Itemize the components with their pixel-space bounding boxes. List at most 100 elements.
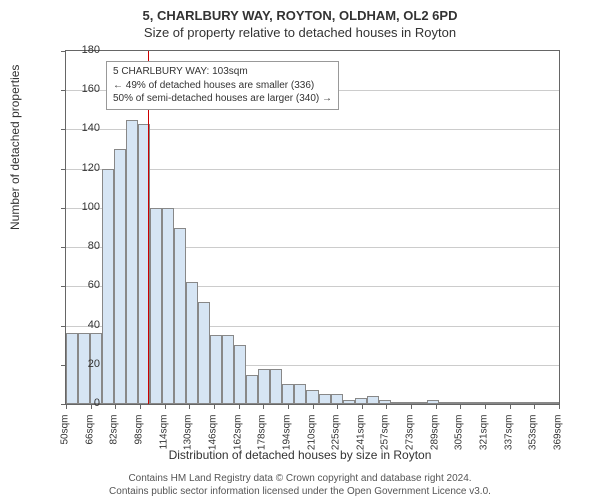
x-tick xyxy=(510,404,511,409)
x-tick-label: 114sqm xyxy=(158,415,169,465)
chart-plot-area: 5 CHARLBURY WAY: 103sqm← 49% of detached… xyxy=(65,50,560,405)
footer-line1: Contains HM Land Registry data © Crown c… xyxy=(0,472,600,485)
y-tick-label: 140 xyxy=(70,122,100,134)
y-tick-label: 120 xyxy=(70,162,100,174)
annotation-line: ← 49% of detached houses are smaller (33… xyxy=(113,79,332,93)
x-tick xyxy=(534,404,535,409)
x-tick xyxy=(485,404,486,409)
y-tick xyxy=(61,326,66,327)
histogram-bar xyxy=(403,402,415,404)
x-tick-label: 50sqm xyxy=(60,415,71,465)
histogram-bar xyxy=(150,208,162,404)
x-tick-label: 162sqm xyxy=(232,415,243,465)
x-tick-label: 257sqm xyxy=(380,415,391,465)
x-tick xyxy=(66,404,67,409)
histogram-bar xyxy=(162,208,174,404)
histogram-bar xyxy=(511,402,523,404)
x-tick-label: 146sqm xyxy=(207,415,218,465)
x-tick xyxy=(313,404,314,409)
histogram-bar xyxy=(343,400,355,404)
x-tick-label: 225sqm xyxy=(331,415,342,465)
y-tick xyxy=(61,169,66,170)
x-tick-label: 369sqm xyxy=(553,415,564,465)
annotation-box: 5 CHARLBURY WAY: 103sqm← 49% of detached… xyxy=(106,61,339,110)
histogram-bar xyxy=(210,335,222,404)
y-tick xyxy=(61,247,66,248)
x-tick xyxy=(165,404,166,409)
x-tick xyxy=(288,404,289,409)
histogram-bar xyxy=(102,169,114,404)
x-tick xyxy=(337,404,338,409)
y-tick xyxy=(61,208,66,209)
x-tick-label: 273sqm xyxy=(405,415,416,465)
x-tick-label: 178sqm xyxy=(257,415,268,465)
x-tick xyxy=(263,404,264,409)
x-tick xyxy=(436,404,437,409)
y-tick-label: 20 xyxy=(70,358,100,370)
x-tick-label: 241sqm xyxy=(355,415,366,465)
histogram-bar xyxy=(294,384,306,404)
histogram-bar xyxy=(270,369,282,404)
histogram-bar xyxy=(282,384,294,404)
chart-subtitle: Size of property relative to detached ho… xyxy=(0,23,600,40)
y-tick-label: 80 xyxy=(70,240,100,252)
histogram-bar xyxy=(174,228,186,405)
histogram-bar xyxy=(246,375,258,404)
histogram-bar xyxy=(427,400,439,404)
x-tick-label: 194sqm xyxy=(281,415,292,465)
y-axis-label: Number of detached properties xyxy=(8,65,22,230)
histogram-bar xyxy=(463,402,475,404)
y-tick-label: 180 xyxy=(70,44,100,56)
y-tick-label: 100 xyxy=(70,201,100,213)
x-tick-label: 82sqm xyxy=(109,415,120,465)
footer-attribution: Contains HM Land Registry data © Crown c… xyxy=(0,472,600,498)
footer-line2: Contains public sector information licen… xyxy=(0,485,600,498)
y-tick-label: 40 xyxy=(70,319,100,331)
histogram-bar xyxy=(222,335,234,404)
x-tick-label: 130sqm xyxy=(183,415,194,465)
y-tick xyxy=(61,51,66,52)
histogram-bar xyxy=(234,345,246,404)
x-tick-label: 321sqm xyxy=(479,415,490,465)
x-tick-label: 353sqm xyxy=(528,415,539,465)
histogram-bar xyxy=(523,402,535,404)
y-tick-label: 160 xyxy=(70,83,100,95)
x-tick-label: 289sqm xyxy=(429,415,440,465)
annotation-line: 50% of semi-detached houses are larger (… xyxy=(113,92,332,106)
y-tick xyxy=(61,286,66,287)
histogram-bar xyxy=(319,394,331,404)
x-tick-label: 98sqm xyxy=(133,415,144,465)
x-tick xyxy=(362,404,363,409)
histogram-bar xyxy=(306,390,318,404)
x-tick xyxy=(559,404,560,409)
x-tick xyxy=(386,404,387,409)
y-tick-label: 60 xyxy=(70,279,100,291)
x-tick xyxy=(214,404,215,409)
y-tick xyxy=(61,129,66,130)
histogram-bar xyxy=(379,400,391,404)
chart-title: 5, CHARLBURY WAY, ROYTON, OLDHAM, OL2 6P… xyxy=(0,0,600,23)
x-tick xyxy=(140,404,141,409)
x-tick xyxy=(239,404,240,409)
histogram-bar xyxy=(487,402,499,404)
histogram-bar xyxy=(198,302,210,404)
x-tick-label: 305sqm xyxy=(454,415,465,465)
histogram-bar xyxy=(391,402,403,404)
x-tick-label: 66sqm xyxy=(84,415,95,465)
histogram-bar xyxy=(331,394,343,404)
y-tick xyxy=(61,90,66,91)
histogram-bar xyxy=(258,369,270,404)
histogram-bar xyxy=(126,120,138,404)
x-tick-label: 337sqm xyxy=(503,415,514,465)
histogram-bar xyxy=(415,402,427,404)
y-tick-label: 0 xyxy=(70,397,100,409)
x-tick xyxy=(411,404,412,409)
x-tick xyxy=(460,404,461,409)
histogram-bar xyxy=(547,402,559,404)
histogram-bar xyxy=(535,402,547,404)
x-tick xyxy=(189,404,190,409)
x-tick-label: 210sqm xyxy=(306,415,317,465)
histogram-bar xyxy=(186,282,198,404)
histogram-bar xyxy=(114,149,126,404)
histogram-bar xyxy=(367,396,379,404)
